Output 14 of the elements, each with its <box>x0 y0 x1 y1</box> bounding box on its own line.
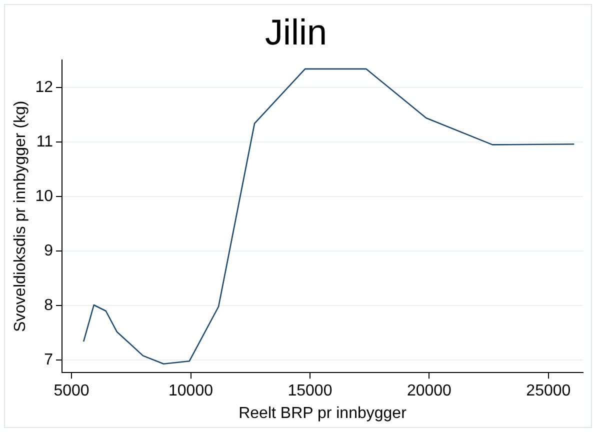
x-axis-title: Reelt BRP pr innbygger <box>238 404 408 422</box>
x-tick-label: 20000 <box>406 382 452 400</box>
y-tick-label: 8 <box>44 296 54 314</box>
x-tick-label: 10000 <box>168 382 214 400</box>
chart-title: Jilin <box>264 12 328 53</box>
y-tick-label: 11 <box>36 133 54 150</box>
x-tick-label: 25000 <box>526 382 571 400</box>
y-tick-label: 10 <box>35 188 54 205</box>
x-tick-label: 5000 <box>54 382 90 400</box>
y-tick-label: 7 <box>44 351 54 368</box>
x-tick-label: 15000 <box>288 382 332 400</box>
y-tick-label: 9 <box>44 242 54 260</box>
y-axis-title: Svoveldioksdis pr innbygger (kg) <box>12 100 30 332</box>
y-tick-label: 12 <box>35 78 54 96</box>
